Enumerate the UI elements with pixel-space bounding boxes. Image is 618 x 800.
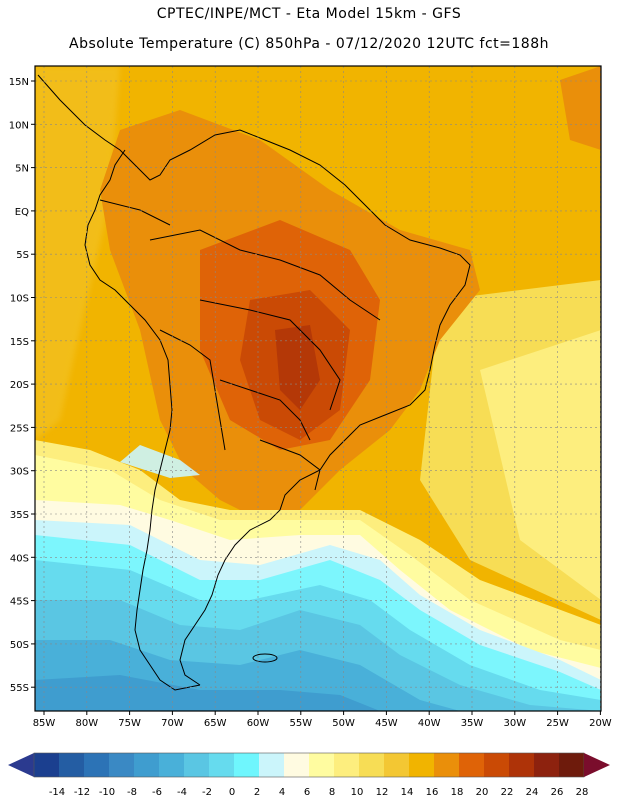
colorbar-swatch — [34, 753, 60, 777]
colorbar-swatch — [334, 753, 360, 777]
colorbar-swatch — [384, 753, 410, 777]
colorbar-tick-label: -2 — [202, 787, 212, 798]
lat-label: 5N — [15, 164, 29, 175]
colorbar-tick-label: 22 — [501, 787, 514, 798]
map-subtitle: Absolute Temperature (C) 850hPa - 07/12/… — [69, 36, 549, 52]
colorbar-tick-label: 28 — [576, 787, 589, 798]
coastline — [37, 74, 471, 691]
lon-label: 35W — [461, 718, 484, 729]
colorbar-tick-label: -12 — [74, 787, 90, 798]
temperature-map: 15N 10N 5N EQ 5S 10S 15S 20S 25S 30S 35S 40S 45S 50S 5… — [9, 65, 612, 729]
longitude-labels: 85W 80W 75W 70W 65W 60W 55W 50W 45W 40W 35W 30W 25W 2… — [33, 711, 612, 729]
colorbar-swatch — [409, 753, 435, 777]
colorbar-tick-label: 18 — [451, 787, 464, 798]
colorbar-tick-label: 6 — [304, 787, 310, 798]
colorbar-swatch — [434, 753, 460, 777]
lat-label: 15S — [10, 337, 29, 348]
colorbar-tick-label: -8 — [127, 787, 137, 798]
colorbar-swatch — [234, 753, 260, 777]
latitude-labels: 15N 10N 5N EQ 5S 10S 15S 20S 25S 30S 35S 40S 45S 50S 5… — [9, 77, 35, 694]
lat-label: 10S — [10, 294, 29, 305]
colorbar-tick-label: 16 — [426, 787, 439, 798]
colorbar-swatch — [509, 753, 535, 777]
lat-label: 30S — [10, 467, 29, 478]
lon-label: 70W — [161, 718, 184, 729]
lat-label: 10N — [9, 120, 29, 131]
lon-label: 25W — [546, 718, 569, 729]
colorbar-swatch — [209, 753, 235, 777]
lat-label: 15N — [9, 77, 29, 88]
lat-label: 45S — [10, 597, 29, 608]
colorbar-tick-label: 8 — [329, 787, 335, 798]
lat-label: EQ — [15, 207, 29, 218]
colorbar-tick-label: -14 — [49, 787, 65, 798]
colorbar-swatch — [159, 753, 185, 777]
colorbar-tick-label: 14 — [401, 787, 414, 798]
lon-label: 30W — [503, 718, 526, 729]
lon-label: 45W — [375, 718, 398, 729]
colorbar-swatch — [59, 753, 85, 777]
colorbar-swatch — [534, 753, 560, 777]
colorbar-swatch — [309, 753, 335, 777]
colorbar-tick-label: -10 — [99, 787, 115, 798]
colorbar-tick-label: -4 — [177, 787, 187, 798]
lon-label: 75W — [118, 718, 141, 729]
colorbar-tick-label: 26 — [551, 787, 564, 798]
map-frame — [34, 65, 602, 712]
lat-label: 50S — [10, 640, 29, 651]
lon-label: 60W — [247, 718, 270, 729]
colorbar-swatch — [359, 753, 385, 777]
lat-label: 5S — [16, 250, 29, 261]
temperature-colorbar: -14 -12 -10 -8 -6 -4 -2 0 2 4 6 8 10 12 14 16 18 20 22 24 26… — [8, 752, 610, 798]
colorbar-swatch — [484, 753, 510, 777]
lon-label: 85W — [33, 718, 56, 729]
colorbar-swatch — [284, 753, 310, 777]
colorbar-tick-label: 24 — [526, 787, 539, 798]
colorbar-tick-label: 20 — [476, 787, 489, 798]
temperature-field — [35, 66, 601, 711]
lat-lon-grid — [35, 66, 601, 711]
lon-label: 80W — [75, 718, 98, 729]
colorbar-swatch — [109, 753, 135, 777]
lon-label: 55W — [289, 718, 312, 729]
colorbar-swatch — [459, 753, 485, 777]
colorbar-tick-label: -6 — [152, 787, 162, 798]
colorbar-tick-label: 0 — [229, 787, 235, 798]
colorbar-swatch — [559, 753, 585, 777]
colorbar-swatch — [259, 753, 285, 777]
colorbar-over-triangle — [584, 753, 610, 777]
lat-label: 25S — [10, 423, 29, 434]
colorbar-tick-label: 2 — [254, 787, 260, 798]
lat-label: 20S — [10, 380, 29, 391]
lon-label: 20W — [589, 718, 612, 729]
colorbar-tick-label: 4 — [279, 787, 285, 798]
lat-label: 40S — [10, 553, 29, 564]
colorbar-tick-label: 12 — [376, 787, 389, 798]
colorbar-under-triangle — [8, 753, 34, 777]
colorbar-swatch — [184, 753, 210, 777]
lat-label: 35S — [10, 510, 29, 521]
colorbar-swatch — [134, 753, 160, 777]
colorbar-tick-label: 10 — [351, 787, 364, 798]
lon-label: 40W — [418, 718, 441, 729]
lon-label: 50W — [332, 718, 355, 729]
lon-label: 65W — [204, 718, 227, 729]
map-title: CPTEC/INPE/MCT - Eta Model 15km - GFS — [156, 6, 462, 22]
colorbar-swatch — [84, 753, 110, 777]
lat-label: 55S — [10, 683, 29, 694]
